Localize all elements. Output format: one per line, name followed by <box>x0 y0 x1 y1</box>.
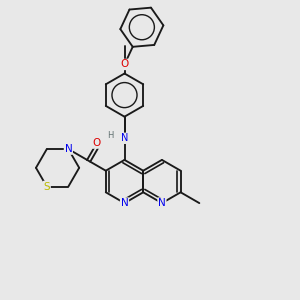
Text: O: O <box>120 59 129 69</box>
Text: N: N <box>64 144 72 154</box>
Text: H: H <box>107 130 114 140</box>
Text: N: N <box>121 198 128 208</box>
Text: O: O <box>93 138 101 148</box>
Text: S: S <box>44 182 50 191</box>
Text: N: N <box>158 198 166 208</box>
Text: N: N <box>121 133 128 143</box>
